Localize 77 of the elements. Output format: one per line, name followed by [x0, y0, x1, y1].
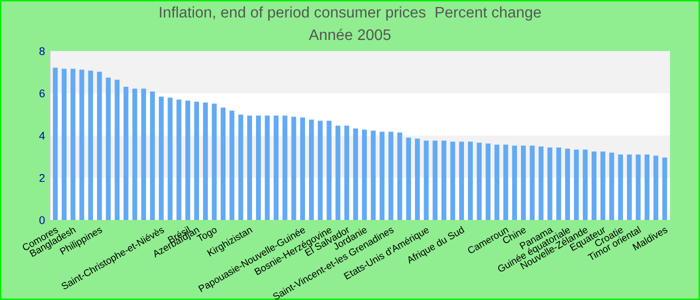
- bar: [592, 152, 596, 220]
- y-tick-label: 8: [39, 47, 45, 56]
- bar: [106, 78, 111, 220]
- bar: [238, 114, 244, 220]
- bar: [353, 128, 358, 220]
- bar: [300, 118, 306, 220]
- bar: [468, 142, 473, 220]
- bar: [582, 150, 588, 220]
- bar: [88, 70, 94, 220]
- bar: [512, 146, 517, 220]
- bar: [547, 148, 552, 220]
- bar: [344, 126, 350, 220]
- bar: [441, 140, 446, 220]
- chart-subtitle: Année 2005: [308, 28, 391, 40]
- bar: [397, 132, 402, 220]
- bar: [247, 116, 252, 220]
- bar: [212, 104, 217, 220]
- bar: [574, 150, 579, 220]
- bar: [150, 92, 155, 220]
- y-tick-label: 6: [40, 90, 45, 98]
- bar: [256, 116, 261, 220]
- bar: [158, 96, 164, 220]
- bar: [141, 88, 146, 220]
- bar: [362, 130, 367, 220]
- bar: [600, 152, 606, 220]
- bar: [308, 120, 314, 220]
- bar: [538, 146, 544, 220]
- bar: [70, 68, 76, 220]
- bar: [318, 120, 323, 220]
- bar: [230, 110, 234, 220]
- bar: [565, 148, 570, 220]
- bar: [494, 144, 500, 220]
- chart-title: Inflation, end of period consumer prices Percent change: [160, 6, 541, 21]
- bar: [406, 138, 412, 220]
- y-tick-label: 4: [39, 132, 45, 140]
- bar: [168, 98, 173, 220]
- bar: [203, 102, 208, 220]
- bar: [124, 86, 128, 220]
- bar: [132, 88, 138, 220]
- bar: [450, 142, 456, 220]
- bar: [432, 140, 438, 220]
- bar: [97, 72, 102, 220]
- bar: [185, 100, 190, 220]
- bar: [520, 146, 526, 220]
- bar: [370, 130, 376, 220]
- y-tick-label: 2: [40, 174, 45, 182]
- bar: [618, 154, 623, 220]
- bar: [644, 154, 650, 220]
- bar: [486, 144, 490, 220]
- bar: [79, 70, 84, 220]
- bar: [220, 108, 226, 220]
- bar: [114, 80, 120, 220]
- bar: [626, 154, 632, 220]
- y-tick-label: 0: [39, 216, 45, 224]
- bar: [326, 120, 332, 220]
- bar: [380, 132, 385, 220]
- bar: [176, 100, 182, 220]
- bar: [62, 68, 67, 220]
- bar: [291, 116, 296, 220]
- bar: [609, 152, 614, 220]
- bar: [414, 138, 420, 220]
- bar: [653, 156, 658, 220]
- bar: [476, 142, 482, 220]
- bar: [459, 142, 464, 220]
- bar: [662, 157, 668, 220]
- bar: [264, 116, 270, 220]
- bar: [556, 148, 562, 220]
- bar: [636, 154, 641, 220]
- bar: [335, 126, 340, 220]
- bar: [282, 116, 288, 220]
- bar: [388, 132, 394, 220]
- bar: [274, 116, 279, 220]
- bar: [503, 144, 508, 220]
- bar: [194, 102, 200, 220]
- bar: [424, 140, 429, 220]
- bar: [52, 68, 58, 220]
- bar: [530, 146, 535, 220]
